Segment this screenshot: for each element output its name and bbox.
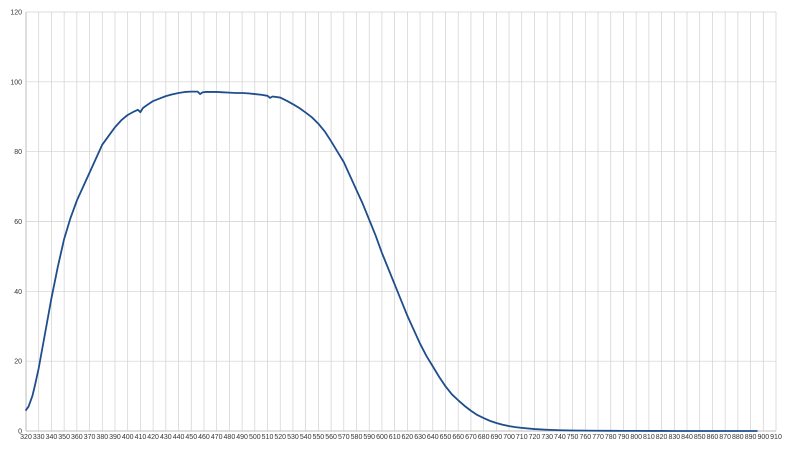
x-tick-label-610: 610 xyxy=(389,434,401,441)
y-tick-label-80: 80 xyxy=(14,149,22,156)
x-tick-label-450: 450 xyxy=(185,434,197,441)
x-tick-label-830: 830 xyxy=(668,434,680,441)
x-tick-label-760: 760 xyxy=(579,434,591,441)
x-tick-label-750: 750 xyxy=(567,434,579,441)
x-tick-label-690: 690 xyxy=(490,434,502,441)
x-tick-label-870: 870 xyxy=(719,434,731,441)
x-tick-label-640: 640 xyxy=(427,434,439,441)
x-tick-label-520: 520 xyxy=(274,434,286,441)
x-tick-label-800: 800 xyxy=(630,434,642,441)
x-tick-label-490: 490 xyxy=(236,434,248,441)
x-tick-label-420: 420 xyxy=(147,434,159,441)
x-tick-label-880: 880 xyxy=(732,434,744,441)
x-tick-label-840: 840 xyxy=(681,434,693,441)
x-tick-label-620: 620 xyxy=(402,434,414,441)
y-tick-labels: 0 20 40 60 80 100 120 xyxy=(10,10,22,436)
x-tick-label-350: 350 xyxy=(58,434,70,441)
x-tick-label-780: 780 xyxy=(605,434,617,441)
y-tick-label-0: 0 xyxy=(18,429,22,436)
x-tick-label-670: 670 xyxy=(465,434,477,441)
x-tick-label-770: 770 xyxy=(592,434,604,441)
x-tick-label-650: 650 xyxy=(440,434,452,441)
y-tick-label-100: 100 xyxy=(10,79,22,86)
x-tick-label-460: 460 xyxy=(198,434,210,441)
x-tick-label-590: 590 xyxy=(363,434,375,441)
series-group xyxy=(25,90,758,432)
x-tick-label-910: 910 xyxy=(770,434,782,441)
x-tick-label-330: 330 xyxy=(33,434,45,441)
x-tick-label-470: 470 xyxy=(211,434,223,441)
x-tick-label-660: 660 xyxy=(452,434,464,441)
x-tick-label-600: 600 xyxy=(376,434,388,441)
x-tick-label-430: 430 xyxy=(160,434,172,441)
x-tick-label-530: 530 xyxy=(287,434,299,441)
x-tick-label-810: 810 xyxy=(643,434,655,441)
y-tick-label-40: 40 xyxy=(14,289,22,296)
x-tick-label-370: 370 xyxy=(84,434,96,441)
x-tick-label-390: 390 xyxy=(109,434,121,441)
x-tick-label-680: 680 xyxy=(478,434,490,441)
x-tick-label-730: 730 xyxy=(541,434,553,441)
x-tick-label-630: 630 xyxy=(414,434,426,441)
x-tick-label-890: 890 xyxy=(745,434,757,441)
x-tick-label-440: 440 xyxy=(173,434,185,441)
x-tick-label-570: 570 xyxy=(338,434,350,441)
x-tick-label-740: 740 xyxy=(554,434,566,441)
horizontal-gridlines xyxy=(26,11,776,432)
x-tick-label-790: 790 xyxy=(618,434,630,441)
x-tick-label-710: 710 xyxy=(516,434,528,441)
x-tick-label-480: 480 xyxy=(224,434,236,441)
x-tick-label-720: 720 xyxy=(529,434,541,441)
x-tick-label-900: 900 xyxy=(757,434,769,441)
y-tick-label-60: 60 xyxy=(14,219,22,226)
series-line-0 xyxy=(25,90,758,432)
x-tick-label-860: 860 xyxy=(707,434,719,441)
x-tick-label-540: 540 xyxy=(300,434,312,441)
x-tick-label-410: 410 xyxy=(135,434,147,441)
x-tick-label-400: 400 xyxy=(122,434,134,441)
y-tick-label-20: 20 xyxy=(14,359,22,366)
x-tick-label-550: 550 xyxy=(313,434,325,441)
x-tick-label-500: 500 xyxy=(249,434,261,441)
x-tick-label-380: 380 xyxy=(96,434,108,441)
x-tick-label-700: 700 xyxy=(503,434,515,441)
x-tick-label-340: 340 xyxy=(46,434,58,441)
x-tick-label-360: 360 xyxy=(71,434,83,441)
x-tick-label-560: 560 xyxy=(325,434,337,441)
x-tick-labels: 320 330 340 350 360 370 380 390 400 410 420 430 440 4… xyxy=(20,434,782,441)
x-tick-label-510: 510 xyxy=(262,434,274,441)
x-tick-label-850: 850 xyxy=(694,434,706,441)
x-tick-label-580: 580 xyxy=(351,434,363,441)
y-tick-label-120: 120 xyxy=(10,10,22,17)
x-tick-label-820: 820 xyxy=(656,434,668,441)
x-tick-label-320: 320 xyxy=(20,434,32,441)
